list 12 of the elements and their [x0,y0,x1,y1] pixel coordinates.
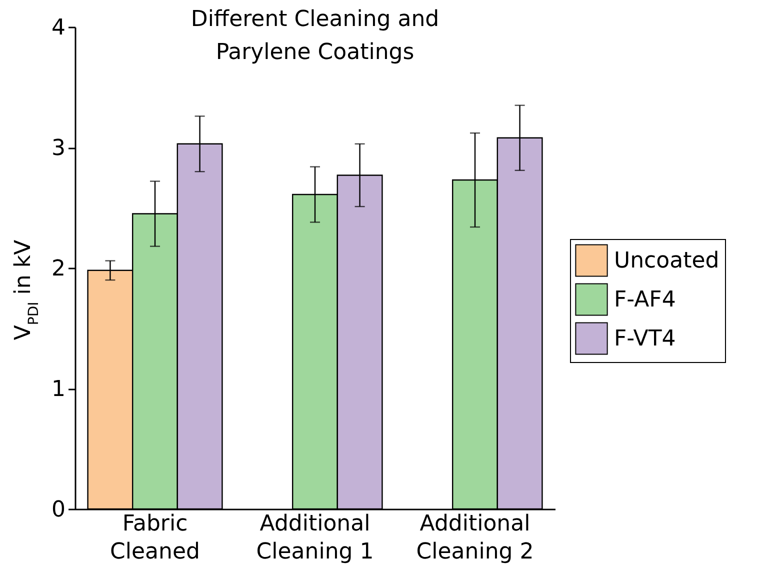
x-tick-label: Additional Cleaning 1 [256,512,374,564]
legend-label: Uncoated [614,248,720,274]
y-tick-label: 0 [52,498,66,522]
x-tick-label: Fabric Cleaned [110,512,200,564]
y-tick-label: 3 [52,136,66,161]
y-tick-label: 1 [52,377,66,402]
chart-title: Different Cleaning and Parylene Coatings [190,7,440,65]
y-tick-label: 4 [52,16,66,40]
legend-label: F-VT4 [614,326,676,352]
y-tick-label: 2 [52,256,66,282]
legend-label: F-AF4 [614,288,676,312]
x-tick-label: Additional Cleaning 2 [416,512,534,564]
